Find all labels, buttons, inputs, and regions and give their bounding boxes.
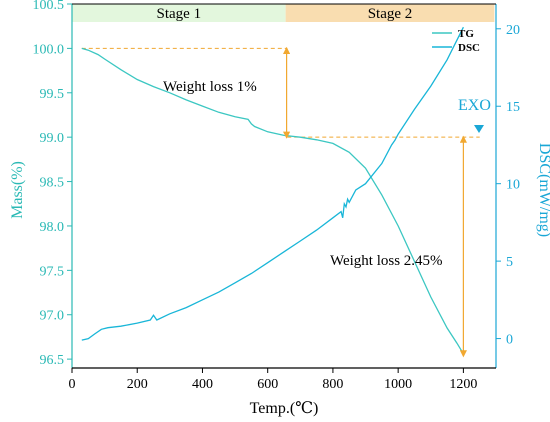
y-left-tick-label: 98.5 <box>40 176 65 191</box>
exo-arrow-icon <box>474 125 484 133</box>
y-right-tick-label: 0 <box>506 333 513 348</box>
x-tick-label: 1200 <box>449 377 477 392</box>
series-line-dsc <box>81 26 464 341</box>
weight-loss-1-label: Weight loss 1% <box>163 79 257 95</box>
y-left-tick-label: 98.0 <box>40 220 65 235</box>
stage-band-2 <box>285 4 495 22</box>
stage-label-2: Stage 2 <box>368 6 413 22</box>
x-tick-label: 800 <box>322 377 343 392</box>
y-left-tick-label: 97.5 <box>40 264 65 279</box>
exo-label: EXO <box>458 97 491 114</box>
x-tick-label: 600 <box>257 377 278 392</box>
y-left-tick-label: 96.5 <box>40 353 65 368</box>
x-axis-title: Temp.(℃) <box>250 400 319 417</box>
stage-band-1 <box>72 4 286 22</box>
y-right-axis-title: DSC(mW/mg) <box>536 143 550 237</box>
y-left-axis-title: Mass(%) <box>9 161 26 219</box>
x-tick-label: 0 <box>69 377 76 392</box>
legend-label-tg: TG <box>458 28 474 40</box>
y-left-tick-label: 99.0 <box>40 131 65 146</box>
y-left-tick-label: 99.5 <box>40 87 65 102</box>
y-right-tick-label: 15 <box>506 100 520 115</box>
x-tick-label: 400 <box>192 377 213 392</box>
y-right-tick-label: 20 <box>506 23 520 38</box>
stage-label-1: Stage 1 <box>157 6 202 22</box>
x-tick-label: 1000 <box>384 377 412 392</box>
y-left-tick-label: 100.0 <box>33 42 65 57</box>
series-line-tg <box>81 47 464 355</box>
legend-label-dsc: DSC <box>458 42 480 54</box>
y-right-tick-label: 10 <box>506 178 520 193</box>
x-tick-label: 200 <box>127 377 148 392</box>
y-right-tick-label: 5 <box>506 255 513 270</box>
y-left-tick-label: 97.0 <box>40 309 65 324</box>
y-left-tick-label: 100.5 <box>33 0 65 13</box>
weight-loss-2-label: Weight loss 2.45% <box>330 253 443 269</box>
